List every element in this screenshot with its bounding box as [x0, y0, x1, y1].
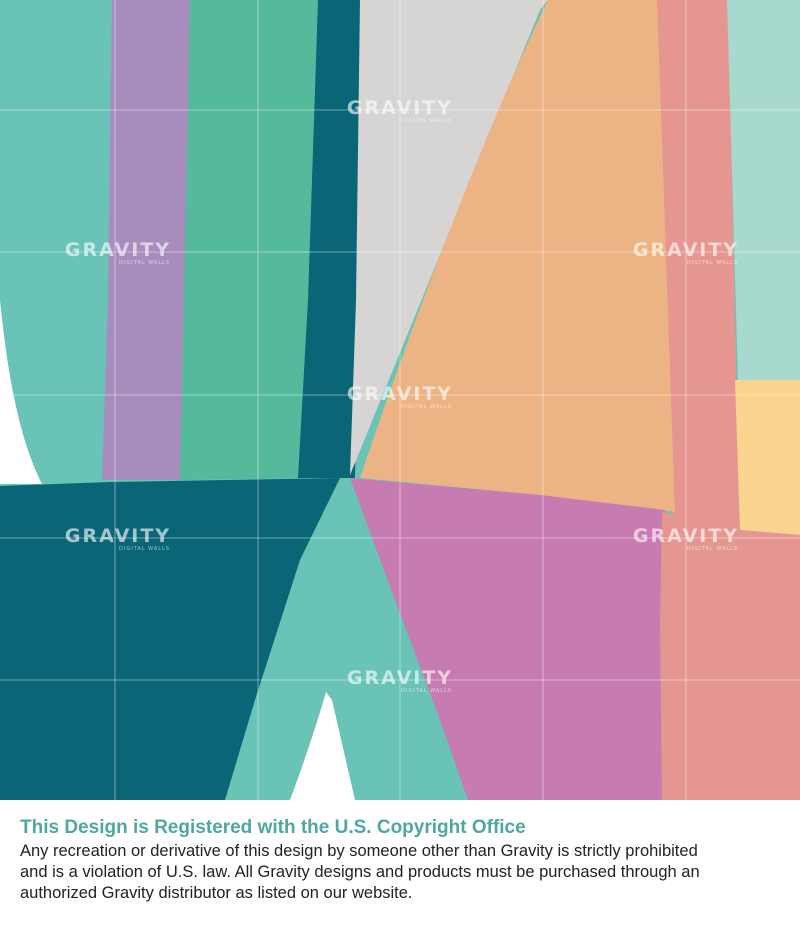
petrol-block	[0, 478, 340, 800]
magenta-block	[350, 478, 665, 800]
notice-body: Any recreation or derivative of this des…	[20, 842, 700, 902]
notice-title: This Design is Registered with the U.S. …	[20, 817, 526, 838]
watermark-grid	[0, 0, 800, 800]
coral-bottom	[660, 512, 800, 800]
mint-right	[727, 0, 800, 380]
yellow-block	[735, 380, 800, 535]
abstract-artwork	[0, 0, 800, 800]
teal-triangle	[225, 478, 468, 800]
copyright-notice: This Design is Registered with the U.S. …	[20, 816, 790, 904]
orange-wedge	[360, 0, 675, 512]
green-band	[180, 0, 322, 480]
gray-band	[350, 0, 548, 475]
lavender-band	[102, 0, 190, 480]
white-left-wedge	[0, 300, 42, 484]
petrol-band	[298, 0, 362, 478]
white-spike	[290, 692, 355, 800]
